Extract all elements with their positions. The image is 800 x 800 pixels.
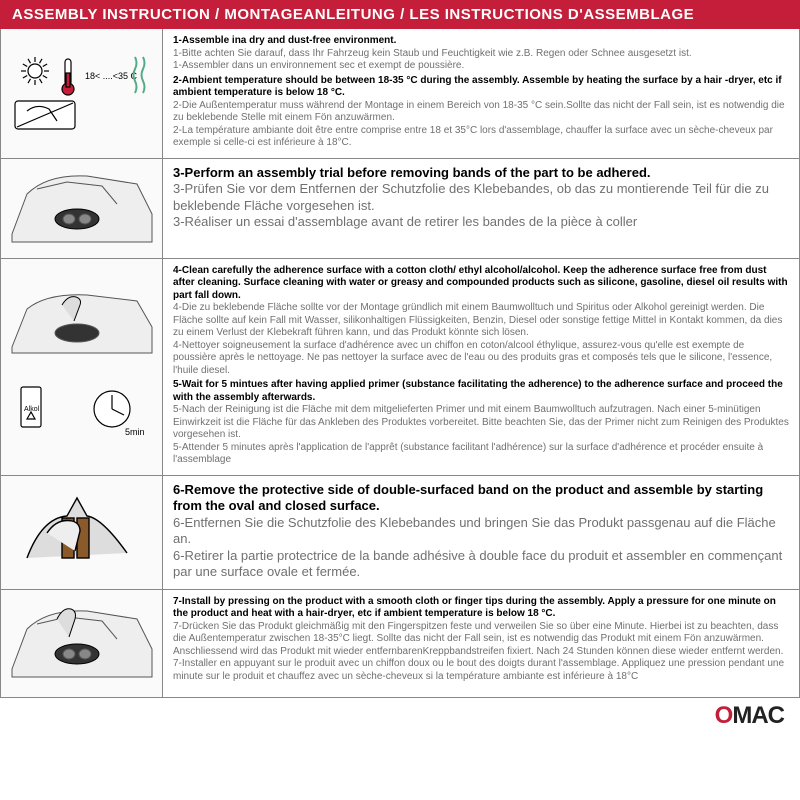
step-translation: 1-Bitte achten Sie darauf, dass Ihr Fahr… xyxy=(173,48,692,59)
step-translation: 2-La température ambiante doit être entr… xyxy=(173,125,773,149)
instruction-row: 18< ....<35 C 1-Assemble ina dry and dus… xyxy=(0,29,800,159)
car-clean-illustration: Alkol 5min xyxy=(1,259,163,475)
car-press-illustration xyxy=(1,590,163,697)
sun-thermo-illustration: 18< ....<35 C xyxy=(1,29,163,158)
step-translation: 7-Drücken Sie das Produkt gleichmäßig mi… xyxy=(173,621,783,657)
instruction-text: 4-Clean carefully the adherence surface … xyxy=(163,259,799,475)
instruction-row: 6-Remove the protective side of double-s… xyxy=(0,476,800,590)
svg-text:Alkol: Alkol xyxy=(24,406,40,413)
step-translation: 6-Entfernen Sie die Schutzfolie des Kleb… xyxy=(173,515,776,547)
step-heading: 2-Ambient temperature should be between … xyxy=(173,75,782,99)
instruction-text: 6-Remove the protective side of double-s… xyxy=(163,476,799,589)
omac-logo: OMAC xyxy=(715,702,784,730)
step-heading: 4-Clean carefully the adherence surface … xyxy=(173,265,788,301)
instruction-text: 7-Install by pressing on the product wit… xyxy=(163,590,799,697)
step-translation: 4-Die zu beklebende Fläche sollte vor de… xyxy=(173,302,782,338)
step-translation: 1-Assembler dans un environnement sec et… xyxy=(173,60,464,71)
step-translation: 5-Attender 5 minutes après l'application… xyxy=(173,442,763,466)
step-translation: 4-Nettoyer soigneusement la surface d'ad… xyxy=(173,340,772,376)
footer: OMAC xyxy=(0,698,800,730)
step-translation: 3-Prüfen Sie vor dem Entfernen der Schut… xyxy=(173,181,769,213)
step-translation: 3-Réaliser un essai d'assemblage avant d… xyxy=(173,214,637,229)
instruction-row: Alkol 5min 4-Clean carefully the adheren… xyxy=(0,259,800,476)
peel-tape-illustration xyxy=(1,476,163,589)
step-translation: 7-Installer en appuyant sur le produit a… xyxy=(173,658,784,682)
instruction-row: 7-Install by pressing on the product wit… xyxy=(0,590,800,698)
step-heading: 6-Remove the protective side of double-s… xyxy=(173,482,763,514)
step-translation: 2-Die Außentemperatur muss während der M… xyxy=(173,100,785,124)
svg-text:5min: 5min xyxy=(125,427,145,437)
step-heading: 5-Wait for 5 mintues after having applie… xyxy=(173,379,783,403)
step-heading: 1-Assemble ina dry and dust-free environ… xyxy=(173,35,396,46)
step-translation: 6-Retirer la partie protectrice de la ba… xyxy=(173,548,782,580)
step-heading: 3-Perform an assembly trial before remov… xyxy=(173,165,651,180)
instruction-text: 3-Perform an assembly trial before remov… xyxy=(163,159,799,258)
svg-text:18< ....<35 C: 18< ....<35 C xyxy=(85,71,138,81)
car-part-illustration xyxy=(1,159,163,258)
step-heading: 7-Install by pressing on the product wit… xyxy=(173,596,776,620)
instruction-row: 3-Perform an assembly trial before remov… xyxy=(0,159,800,259)
header-bar: ASSEMBLY INSTRUCTION / MONTAGEANLEITUNG … xyxy=(0,0,800,29)
header-title: ASSEMBLY INSTRUCTION / MONTAGEANLEITUNG … xyxy=(12,6,694,23)
instruction-text: 1-Assemble ina dry and dust-free environ… xyxy=(163,29,799,158)
step-translation: 5-Nach der Reinigung ist die Fläche mit … xyxy=(173,404,789,440)
